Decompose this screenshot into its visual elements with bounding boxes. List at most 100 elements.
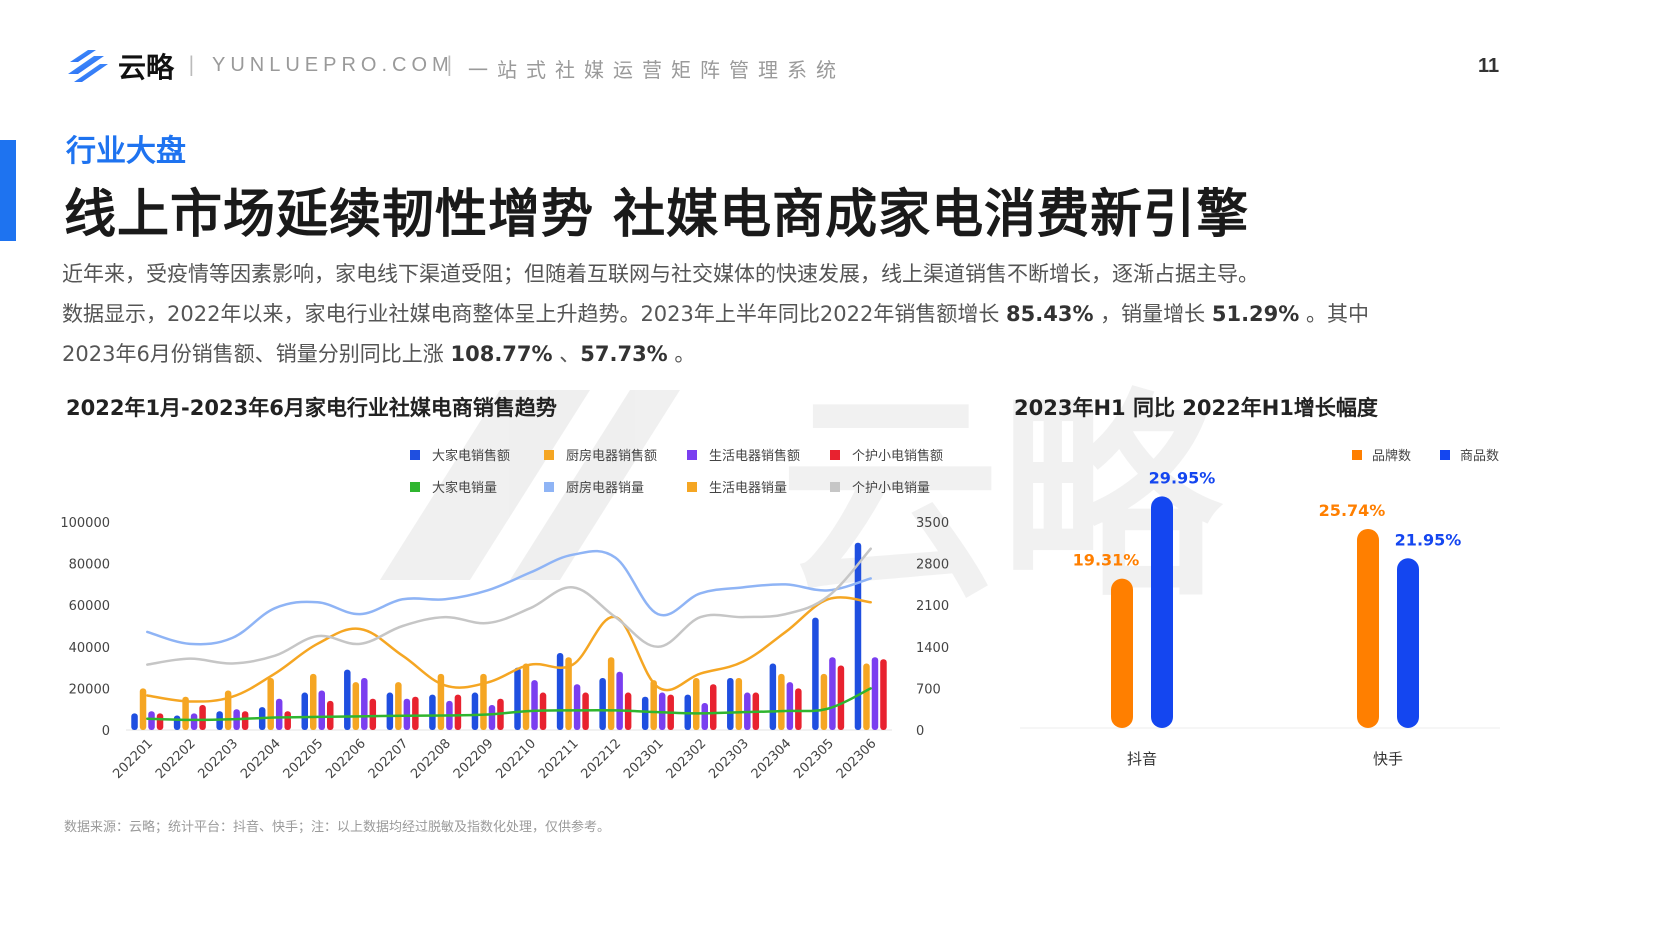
- line-series-1: [146, 687, 872, 722]
- watermark-text: 云略: [780, 371, 1224, 620]
- legend-label: 品牌数: [1372, 448, 1411, 464]
- bar-1: [173, 715, 181, 730]
- legend-label: 厨房电器销售额: [566, 448, 657, 464]
- bar-2: [310, 673, 317, 730]
- right-axis-tick: 0: [916, 724, 924, 739]
- source-note: 数据来源：云略；统计平台：抖音、快手；注：以上数据均经过脱敏及指数化处理，仅供参…: [64, 820, 611, 835]
- bar-4: [880, 659, 887, 730]
- growth-x-tick: 快手: [1373, 750, 1403, 768]
- growth-bar-1: [1357, 528, 1379, 728]
- paragraph-line-2: 数据显示，2022年以来，家电行业社媒电商整体呈上升趋势。2023年上半年同比2…: [62, 302, 1369, 326]
- line-series-4: [146, 547, 872, 666]
- legend-swatch: [410, 450, 420, 460]
- legend-label: 大家电销售额: [432, 448, 510, 464]
- bar-1: [514, 667, 521, 730]
- brand-logo: [66, 48, 110, 84]
- x-axis-tick: 202201: [110, 736, 156, 782]
- growth-bar-1: [1111, 578, 1133, 728]
- bar-3: [871, 657, 879, 730]
- bar-1: [429, 694, 436, 730]
- growth-bar-2: [1397, 558, 1419, 728]
- paragraph-line-1: 近年来，受疫情等因素影响，家电线下渠道受阻；但随着互联网与社交媒体的快速发展，线…: [62, 262, 1259, 286]
- intro-paragraph: 近年来，受疫情等因素影响，家电线下渠道受阻；但随着互联网与社交媒体的快速发展，线…: [62, 254, 1369, 374]
- legend-swatch: [544, 482, 554, 492]
- bar-3: [786, 682, 794, 730]
- brand-logo-icon: [68, 50, 108, 82]
- bar-1: [556, 653, 564, 730]
- x-axis-tick: 202304: [749, 736, 795, 782]
- x-axis-tick: 202206: [323, 736, 369, 782]
- bar-4: [241, 711, 249, 730]
- growth-chart: 19.31% 25.74% 29.95% 21.95% 抖音 快手 品牌数 商品数: [1020, 448, 1500, 768]
- slogan: 一站式社媒运营矩阵管理系统: [468, 58, 845, 82]
- page-title: 线上市场延续韧性增势 社媒电商成家电消费新引擎: [64, 185, 1250, 245]
- bar-2: [778, 673, 785, 730]
- x-axis-tick: 202202: [153, 736, 199, 782]
- trend-chart-title: 2022年1月-2023年6月家电行业社媒电商销售趋势: [66, 396, 557, 420]
- bar-4: [156, 713, 164, 730]
- volume-growth-value: 51.29%: [1211, 302, 1300, 326]
- bar-3: [403, 698, 411, 730]
- bar-1: [812, 617, 819, 730]
- growth-data-label: 29.95%: [1149, 468, 1216, 487]
- x-axis-tick: 202302: [664, 736, 710, 782]
- growth-chart-title: 2023年H1 同比 2022年H1增长幅度: [1014, 396, 1378, 420]
- x-axis-tick: 202305: [791, 736, 837, 782]
- legend-swatch: [830, 450, 840, 460]
- bar-2: [565, 657, 572, 730]
- legend-swatch: [687, 482, 697, 492]
- watermark: 云略: [380, 371, 1224, 620]
- bar-1: [769, 663, 777, 730]
- bar-3: [488, 705, 496, 730]
- bar-4: [284, 711, 291, 730]
- x-axis-tick: 202204: [238, 736, 284, 782]
- bar-1: [131, 713, 138, 730]
- left-axis-tick: 0: [102, 724, 110, 739]
- legend-label: 厨房电器销量: [566, 480, 644, 496]
- bar-2: [139, 688, 147, 730]
- bar-3: [361, 678, 368, 730]
- legend-label: 生活电器销售额: [709, 448, 800, 464]
- line-series-3: [146, 596, 872, 703]
- x-axis-tick: 202306: [834, 736, 880, 782]
- bar-4: [454, 694, 462, 730]
- left-axis-tick: 60000: [69, 599, 110, 614]
- bar-3: [531, 680, 538, 730]
- bar-2: [863, 663, 870, 730]
- june-volume-growth-value: 57.73%: [580, 342, 668, 366]
- growth-data-label: 19.31%: [1073, 551, 1140, 570]
- line-series-2: [146, 549, 872, 646]
- bar-1: [727, 678, 734, 730]
- bar-3: [701, 702, 708, 730]
- right-axis-tick: 1400: [916, 641, 949, 656]
- bar-1: [599, 678, 606, 730]
- growth-bar-2: [1151, 496, 1173, 728]
- bar-2: [522, 663, 530, 730]
- bar-4: [327, 700, 334, 730]
- bar-2: [182, 696, 189, 730]
- bar-4: [795, 688, 802, 730]
- bar-1: [301, 692, 308, 730]
- bar-2: [693, 678, 700, 730]
- bar-1: [344, 669, 351, 730]
- legend-swatch: [1440, 450, 1450, 460]
- x-axis-tick: 202303: [706, 736, 752, 782]
- legend-label: 大家电销量: [432, 480, 497, 496]
- legend-swatch: [1352, 450, 1362, 460]
- right-axis-tick: 2800: [916, 558, 949, 573]
- x-axis-tick: 202207: [366, 736, 412, 782]
- header-divider: |: [446, 52, 453, 76]
- bar-1: [386, 692, 394, 730]
- bar-2: [352, 682, 360, 730]
- june-sales-growth-value: 108.77%: [450, 342, 553, 366]
- legend-label: 个护小电销售额: [852, 448, 943, 464]
- bar-4: [837, 665, 845, 730]
- growth-x-tick: 抖音: [1127, 750, 1157, 768]
- bar-1: [641, 696, 649, 730]
- bar-3: [318, 690, 325, 730]
- bar-3: [616, 671, 623, 730]
- bar-4: [199, 705, 206, 730]
- bar-4: [412, 696, 419, 730]
- right-axis-tick: 3500: [916, 516, 949, 531]
- x-axis-tick: 202210: [493, 736, 539, 782]
